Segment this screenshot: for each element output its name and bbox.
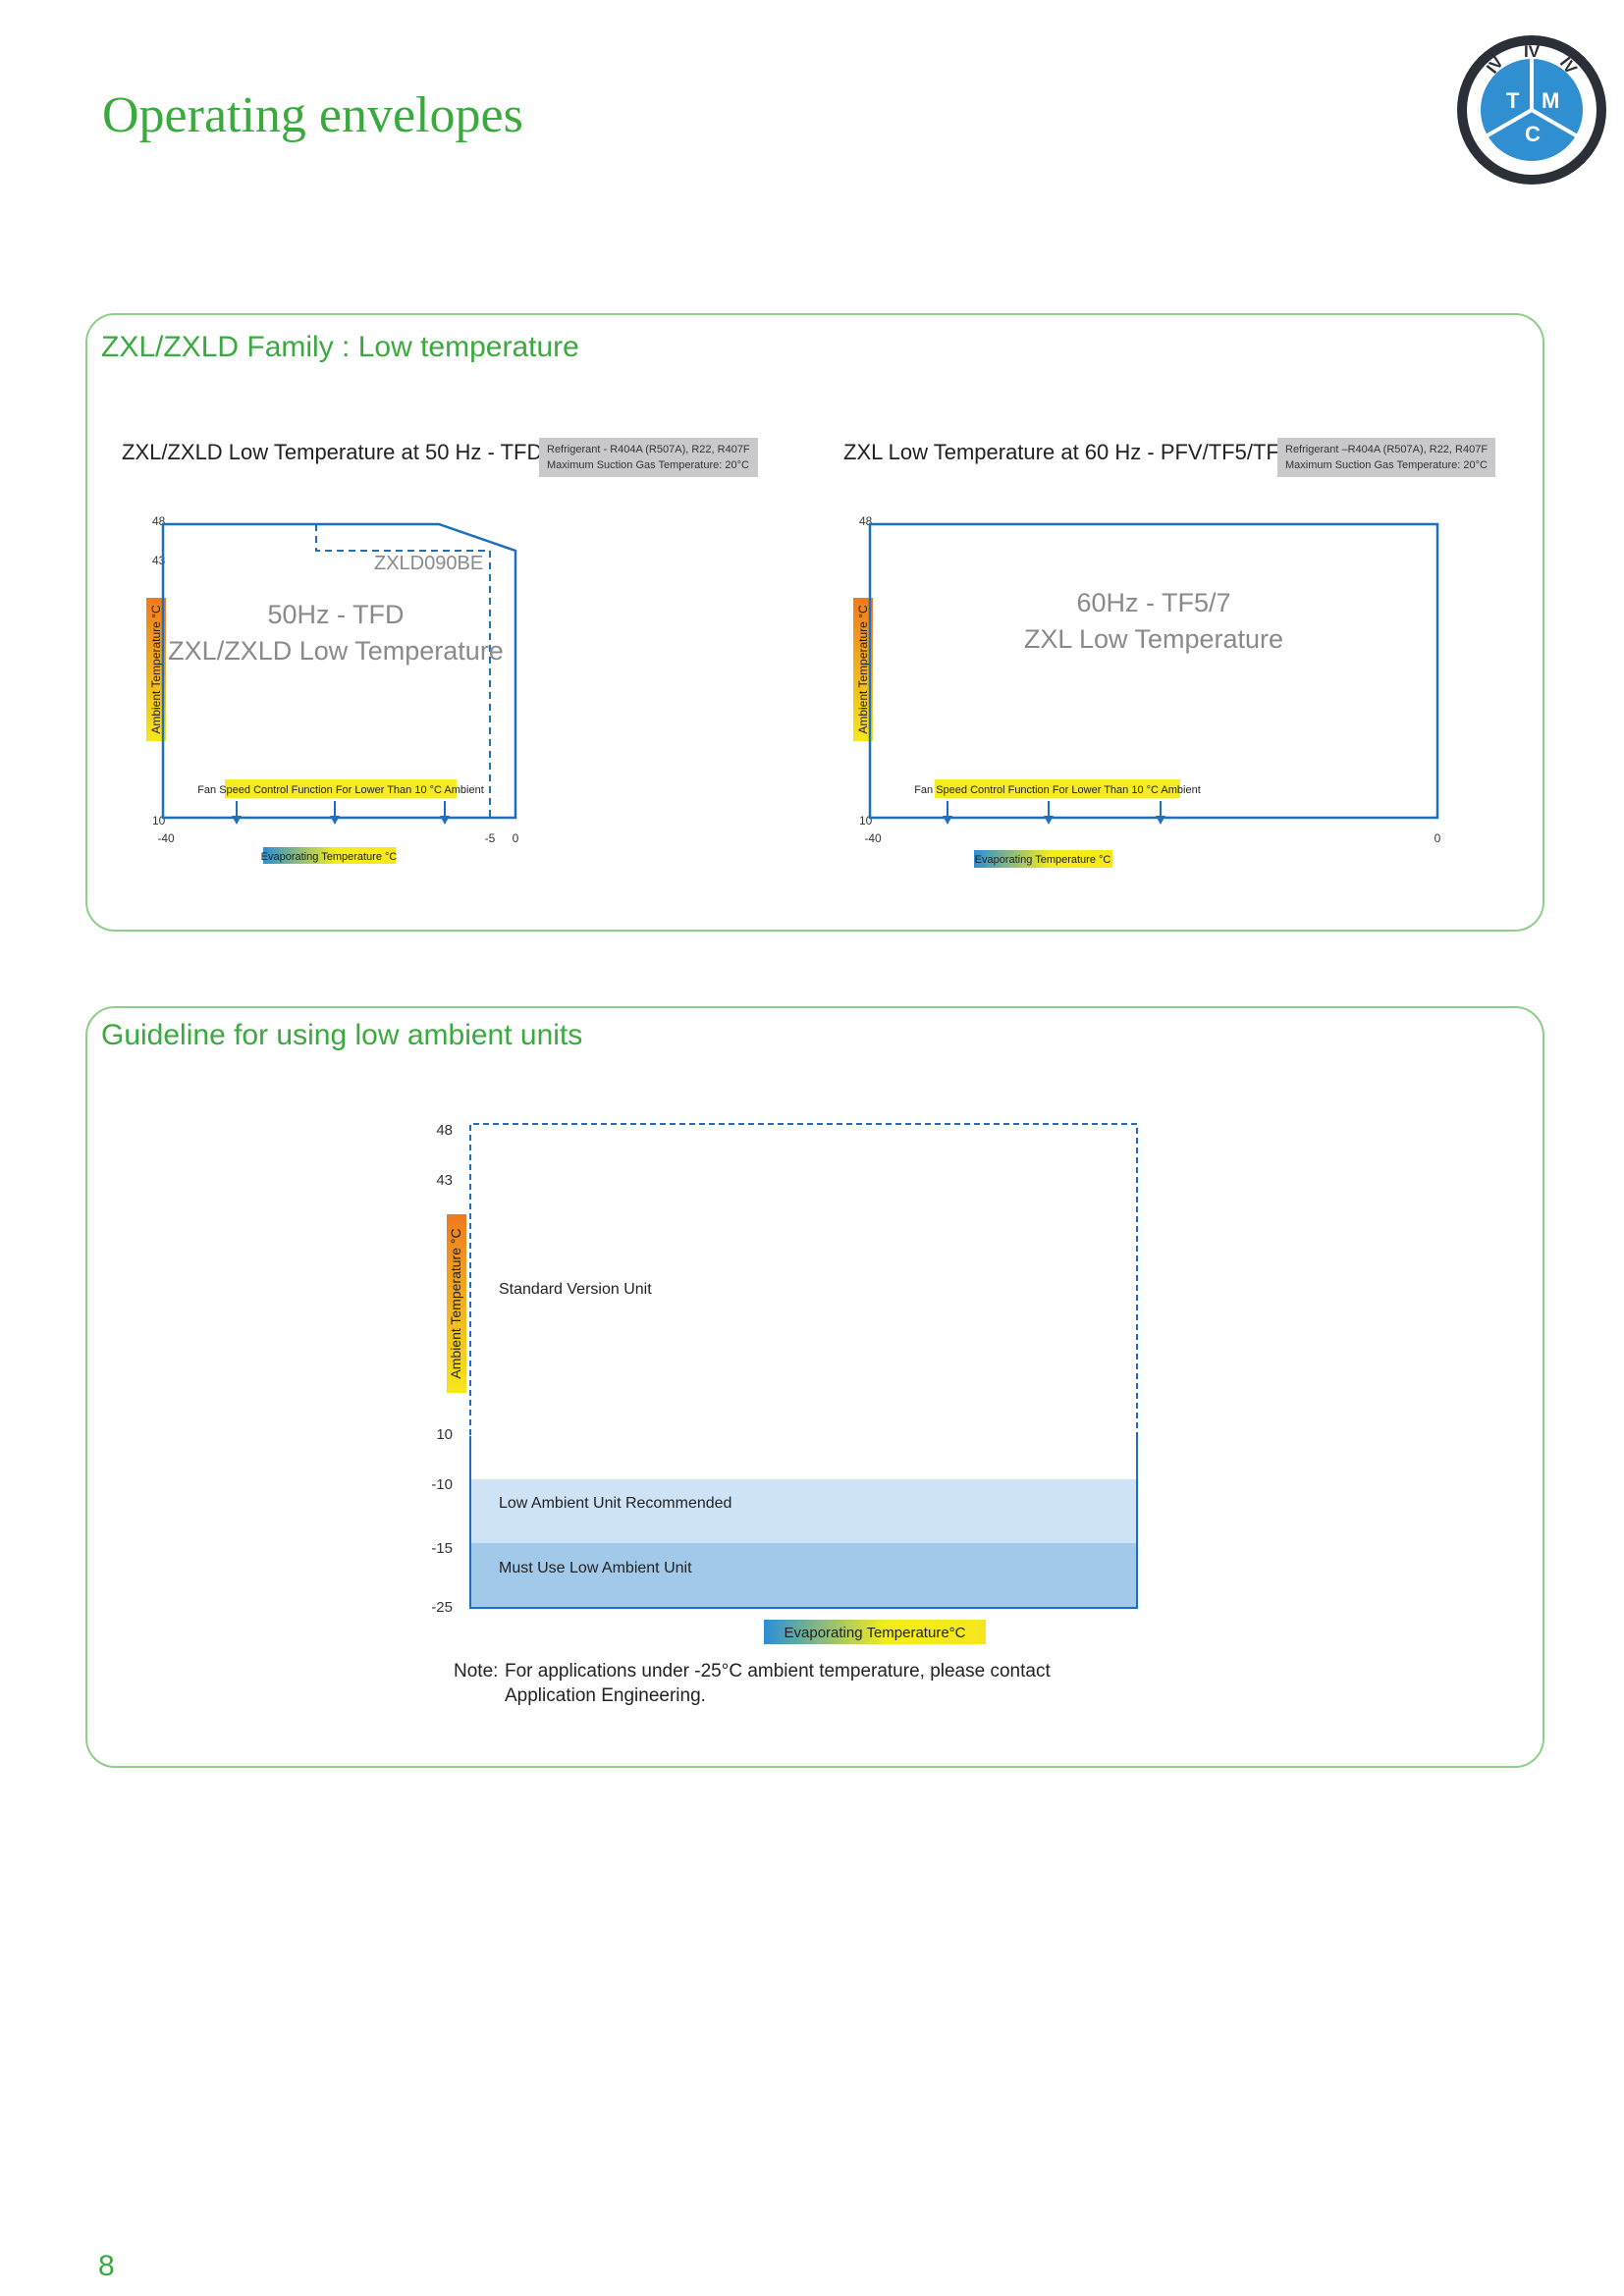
- chart3-ytick-minus15: -15: [431, 1540, 453, 1557]
- chart3-region-label-recommended: Low Ambient Unit Recommended: [499, 1495, 731, 1512]
- chart1-envelope: [161, 522, 517, 820]
- chart2-annotation-line2: ZXL Low Temperature: [1024, 624, 1283, 654]
- chart1-xtick-0: 0: [513, 831, 519, 845]
- logo-letter-t: T: [1506, 88, 1520, 113]
- chart2-annotation-line1: 60Hz - TF5/7: [1076, 588, 1230, 617]
- chart2-suction-gas: Maximum Suction Gas Temperature: 20°C: [1285, 459, 1488, 471]
- chart2-xlabel: Evaporating Temperature °C: [975, 854, 1111, 866]
- chart1-refrigerant: Refrigerant - R404A (R507A), R22, R407F: [547, 444, 750, 455]
- chart1-arrow-3: [440, 801, 450, 825]
- chart3-ytick-minus10: -10: [431, 1476, 453, 1493]
- chart3-region-label-must-use: Must Use Low Ambient Unit: [499, 1560, 692, 1576]
- chart1-annotation-line1: 50Hz - TFD: [267, 600, 404, 629]
- chart3-ytick-43: 43: [436, 1172, 453, 1189]
- panel-guideline-title: Guideline for using low ambient units: [101, 1019, 583, 1051]
- page-title: Operating envelopes: [102, 87, 523, 143]
- chart3-standard-envelope: [469, 1123, 1138, 1445]
- chart3-ylabel: Ambient Temperature °C: [448, 1228, 463, 1378]
- chart2-title: ZXL Low Temperature at 60 Hz - PFV/TF5/T…: [843, 440, 1292, 464]
- chart3-region-must-use-low-ambient: [470, 1543, 1137, 1608]
- chart1-xtick-minus40: -40: [157, 831, 175, 845]
- chart3-ylabel-bg: [447, 1214, 466, 1393]
- logo-letter-c: C: [1525, 122, 1541, 146]
- chart3-ytick-10: 10: [436, 1426, 453, 1443]
- chart1-model-label: ZXLD090BE: [374, 553, 483, 574]
- tmc-logo: IV IV IV T M C: [1457, 35, 1606, 185]
- chart2-refrigerant: Refrigerant –R404A (R507A), R22, R407F: [1285, 444, 1489, 455]
- chart1-fan-label: Fan Speed Control Function For Lower Tha…: [197, 784, 484, 796]
- chart3-ytick-minus25: -25: [431, 1599, 453, 1616]
- chart1-zxld090be-boundary: [315, 524, 491, 818]
- chart1-xlabel-bg: [263, 847, 396, 864]
- page-number: 8: [98, 2250, 115, 2282]
- chart3: 48 43 10 -10 -15 -25 Ambient Temperature…: [431, 1122, 1138, 1644]
- chart2-fan-label-bg: [935, 779, 1180, 798]
- note-text: For applications under -25°C ambient tem…: [505, 1661, 1051, 1706]
- chart1-xlabel: Evaporating Temperature °C: [261, 851, 398, 863]
- panel-low-temperature: ZXL/ZXLD Family : Low temperature ZXL/ZX…: [85, 313, 1544, 932]
- chart1: 48 43 10 Ambient Temperature °C ZXLD090B…: [146, 514, 519, 864]
- chart3-xlabel-bg: [764, 1620, 986, 1644]
- logo-letter-m: M: [1542, 88, 1559, 113]
- chart2-xtick-0: 0: [1435, 831, 1441, 845]
- chart3-region-low-ambient-recommended: [470, 1479, 1137, 1543]
- chart1-refrigerant-box: Refrigerant - R404A (R507A), R22, R407F …: [539, 438, 758, 477]
- chart2-ylabel: Ambient Temperature °C: [856, 605, 870, 734]
- chart2-arrow-2: [1044, 801, 1054, 825]
- panel-guideline: Guideline for using low ambient units 48…: [85, 1006, 1544, 1768]
- chart2-ylabel-bg: [853, 598, 873, 741]
- chart2-arrow-3: [1156, 801, 1165, 825]
- chart1-ylabel: Ambient Temperature °C: [149, 605, 163, 734]
- chart3-ytick-48: 48: [436, 1122, 453, 1139]
- chart1-title: ZXL/ZXLD Low Temperature at 50 Hz - TFD: [122, 440, 543, 464]
- chart1-arrow-2: [330, 801, 340, 825]
- chart3-region-label-standard: Standard Version Unit: [499, 1281, 652, 1298]
- chart2-xlabel-bg: [974, 850, 1112, 868]
- chart2-fan-label: Fan Speed Control Function For Lower Tha…: [914, 784, 1201, 796]
- chart2-envelope: [868, 522, 1439, 820]
- chart3-xlabel: Evaporating Temperature°C: [785, 1625, 966, 1641]
- chart2-arrow-1: [943, 801, 952, 825]
- logo-ring-2: IV: [1524, 42, 1541, 61]
- chart2-refrigerant-box: Refrigerant –R404A (R507A), R22, R407F M…: [1277, 438, 1496, 477]
- panel-low-temperature-title: ZXL/ZXLD Family : Low temperature: [101, 331, 579, 363]
- chart1-annotation-line2: ZXL/ZXLD Low Temperature: [168, 636, 504, 666]
- chart1-arrow-1: [232, 801, 242, 825]
- chart2: 48 10 Ambient Temperature °C 60Hz - TF5/…: [853, 514, 1441, 868]
- chart3-low-ambient-envelope: [469, 1436, 1138, 1609]
- chart1-fan-label-bg: [225, 779, 457, 798]
- chart2-xtick-minus40: -40: [864, 831, 882, 845]
- chart1-suction-gas: Maximum Suction Gas Temperature: 20°C: [547, 459, 749, 471]
- chart1-ylabel-bg: [146, 598, 166, 741]
- chart1-xtick-minus5: -5: [485, 831, 496, 845]
- note-label: Note:: [454, 1661, 499, 1682]
